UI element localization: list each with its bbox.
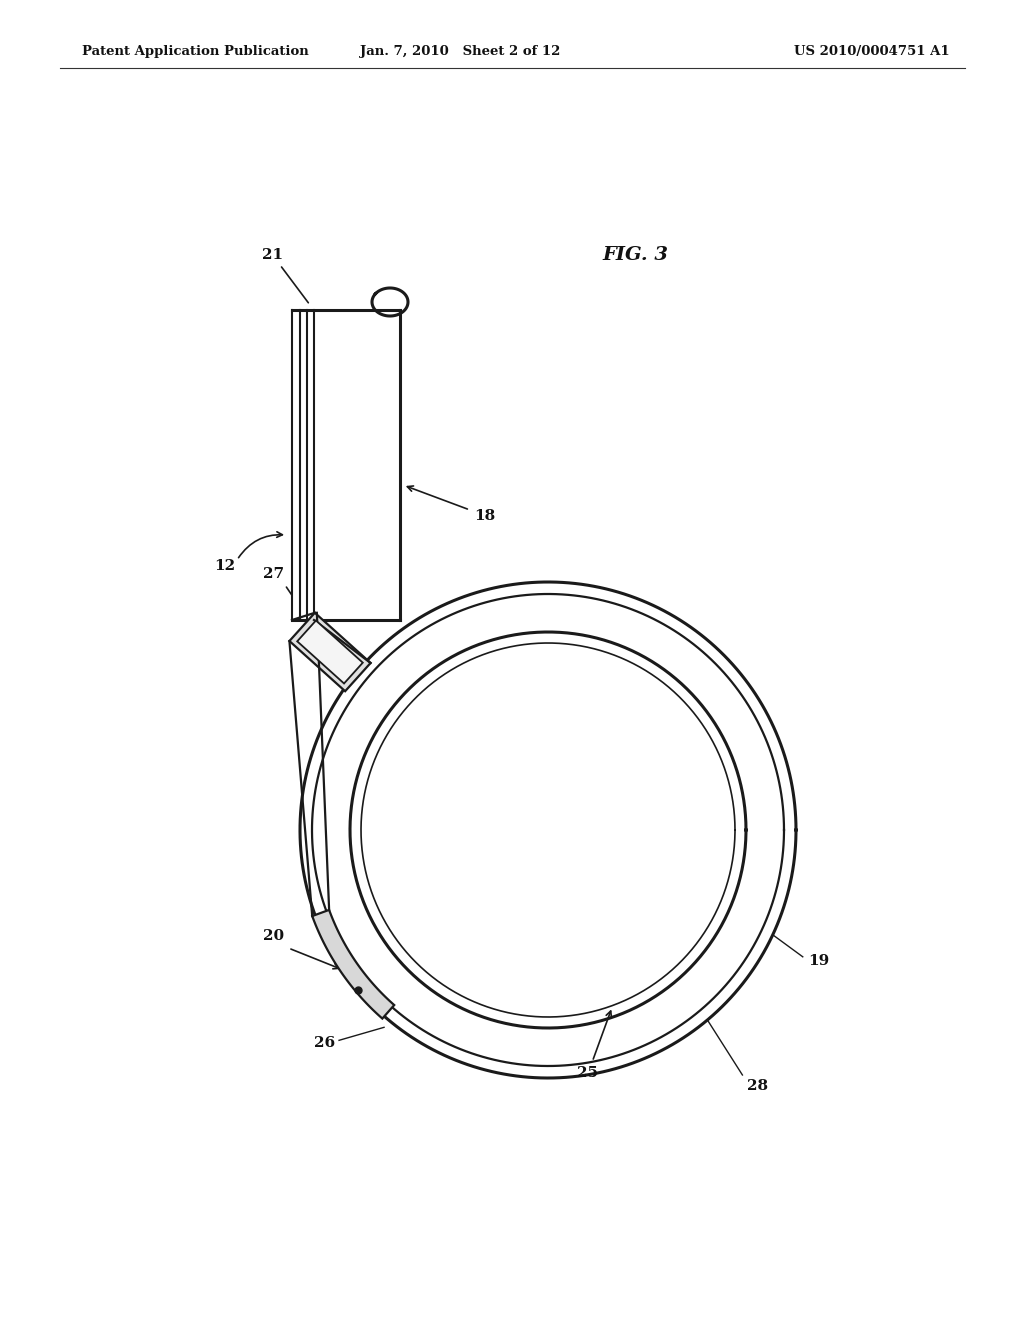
Text: 19: 19 bbox=[808, 954, 829, 968]
Text: 12: 12 bbox=[214, 558, 236, 573]
Text: US 2010/0004751 A1: US 2010/0004751 A1 bbox=[795, 45, 950, 58]
Text: 21: 21 bbox=[262, 248, 308, 302]
Text: Jan. 7, 2010   Sheet 2 of 12: Jan. 7, 2010 Sheet 2 of 12 bbox=[359, 45, 560, 58]
Text: FIG. 3: FIG. 3 bbox=[602, 246, 668, 264]
Text: 28: 28 bbox=[748, 1078, 769, 1093]
Text: Patent Application Publication: Patent Application Publication bbox=[82, 45, 309, 58]
Text: 18: 18 bbox=[474, 510, 496, 523]
Text: 25: 25 bbox=[578, 1065, 598, 1080]
Text: 26: 26 bbox=[314, 1036, 335, 1051]
Text: 20: 20 bbox=[263, 929, 285, 942]
Polygon shape bbox=[312, 909, 394, 1019]
Polygon shape bbox=[292, 310, 400, 620]
Polygon shape bbox=[290, 612, 371, 692]
Polygon shape bbox=[297, 620, 362, 684]
Text: 27: 27 bbox=[263, 566, 284, 581]
